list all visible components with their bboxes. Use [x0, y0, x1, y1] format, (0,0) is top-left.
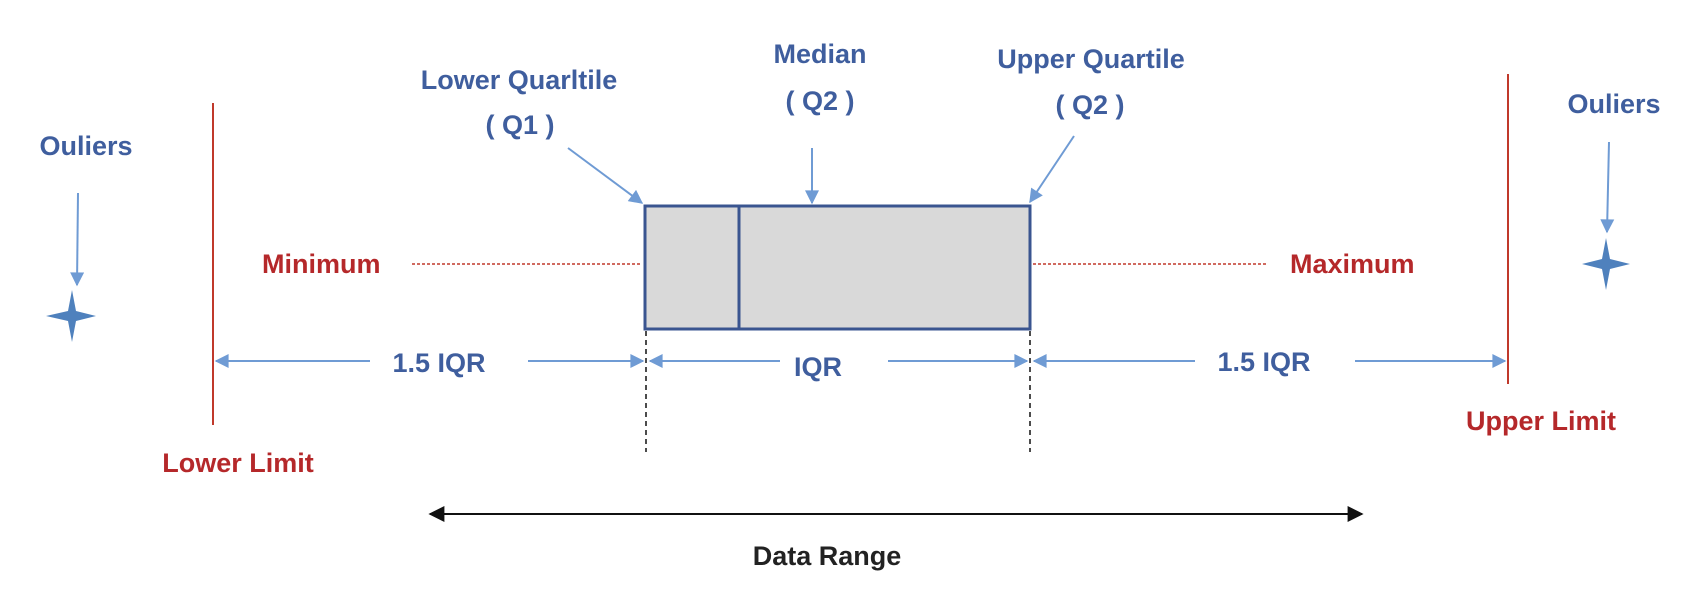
iqr-box — [643, 204, 1032, 331]
outliers-right-label: Ouliers — [1567, 89, 1660, 119]
right-outlier-marker — [1582, 238, 1630, 290]
maximum-label: Maximum — [1290, 249, 1415, 279]
right-outlier-arrow — [1600, 141, 1615, 234]
left-outlier-marker — [46, 290, 96, 342]
iqr-right-label: 1.5 IQR — [1217, 347, 1310, 377]
iqr-center-label: IQR — [794, 352, 842, 382]
upper-quartile-sublabel: ( Q2 ) — [1055, 90, 1124, 120]
upper-quartile-label: Upper Quartile — [997, 44, 1185, 74]
lower-quartile-sublabel: ( Q1 ) — [485, 110, 554, 140]
left-outlier-arrow — [70, 192, 85, 287]
q3-callout-arrow — [1029, 135, 1075, 204]
lower-limit-label: Lower Limit — [162, 448, 314, 478]
median-sublabel: ( Q2 ) — [785, 86, 854, 116]
iqr-left-label: 1.5 IQR — [392, 348, 485, 378]
minimum-label: Minimum — [262, 249, 381, 279]
data-range-label: Data Range — [753, 541, 902, 571]
median-label: Median — [773, 39, 866, 69]
q1-callout-arrow — [567, 147, 644, 204]
upper-limit-label: Upper Limit — [1466, 406, 1616, 436]
outliers-left-label: Ouliers — [39, 131, 132, 161]
lower-quartile-label: Lower Quarltile — [421, 65, 618, 95]
